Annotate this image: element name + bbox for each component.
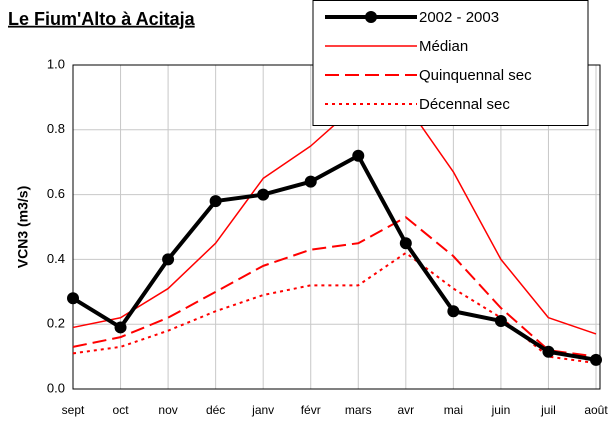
data-point [257, 188, 270, 201]
legend-marker [365, 11, 377, 23]
y-tick-label: 0.2 [47, 316, 65, 331]
legend-label: Décennal sec [419, 96, 510, 113]
data-point [494, 314, 507, 327]
data-point [352, 149, 365, 162]
x-tick-label: févr [301, 403, 321, 417]
series-line [72, 216, 597, 358]
data-point [67, 292, 79, 305]
chart-title: Le Fium'Alto à Acitaja [8, 9, 196, 29]
legend-label: Quinquennal sec [419, 67, 532, 84]
series-line [71, 153, 597, 362]
x-tick-label: juil [540, 403, 556, 417]
x-tick-label: déc [206, 403, 225, 417]
y-tick-label: 0.0 [47, 380, 65, 395]
x-tick-label: avr [397, 403, 414, 417]
data-point [209, 195, 222, 208]
data-point [590, 353, 602, 366]
x-tick-label: janv [251, 403, 274, 417]
y-tick-label: 0.4 [47, 251, 65, 266]
data-point [447, 305, 460, 318]
x-tick-label: nov [158, 403, 177, 417]
data-point [304, 175, 317, 188]
x-tick-label: sept [62, 403, 85, 417]
data-point [162, 253, 175, 266]
legend-label: Médian [419, 38, 468, 55]
data-point [542, 345, 555, 358]
y-axis-label: VCN3 (m3/s) [15, 186, 31, 268]
data-point [114, 321, 127, 334]
y-tick-label: 0.8 [47, 121, 65, 136]
x-tick-label: mars [345, 403, 372, 417]
legend-label: 2002 - 2003 [419, 9, 499, 26]
data-point [399, 237, 412, 250]
x-tick-label: août [584, 403, 608, 417]
x-tick-label: mai [444, 403, 463, 417]
legend-box [312, 0, 589, 126]
y-tick-label: 0.6 [47, 186, 65, 201]
x-tick-label: juin [491, 403, 511, 417]
y-tick-label: 1.0 [47, 56, 65, 71]
x-tick-label: oct [113, 403, 130, 417]
